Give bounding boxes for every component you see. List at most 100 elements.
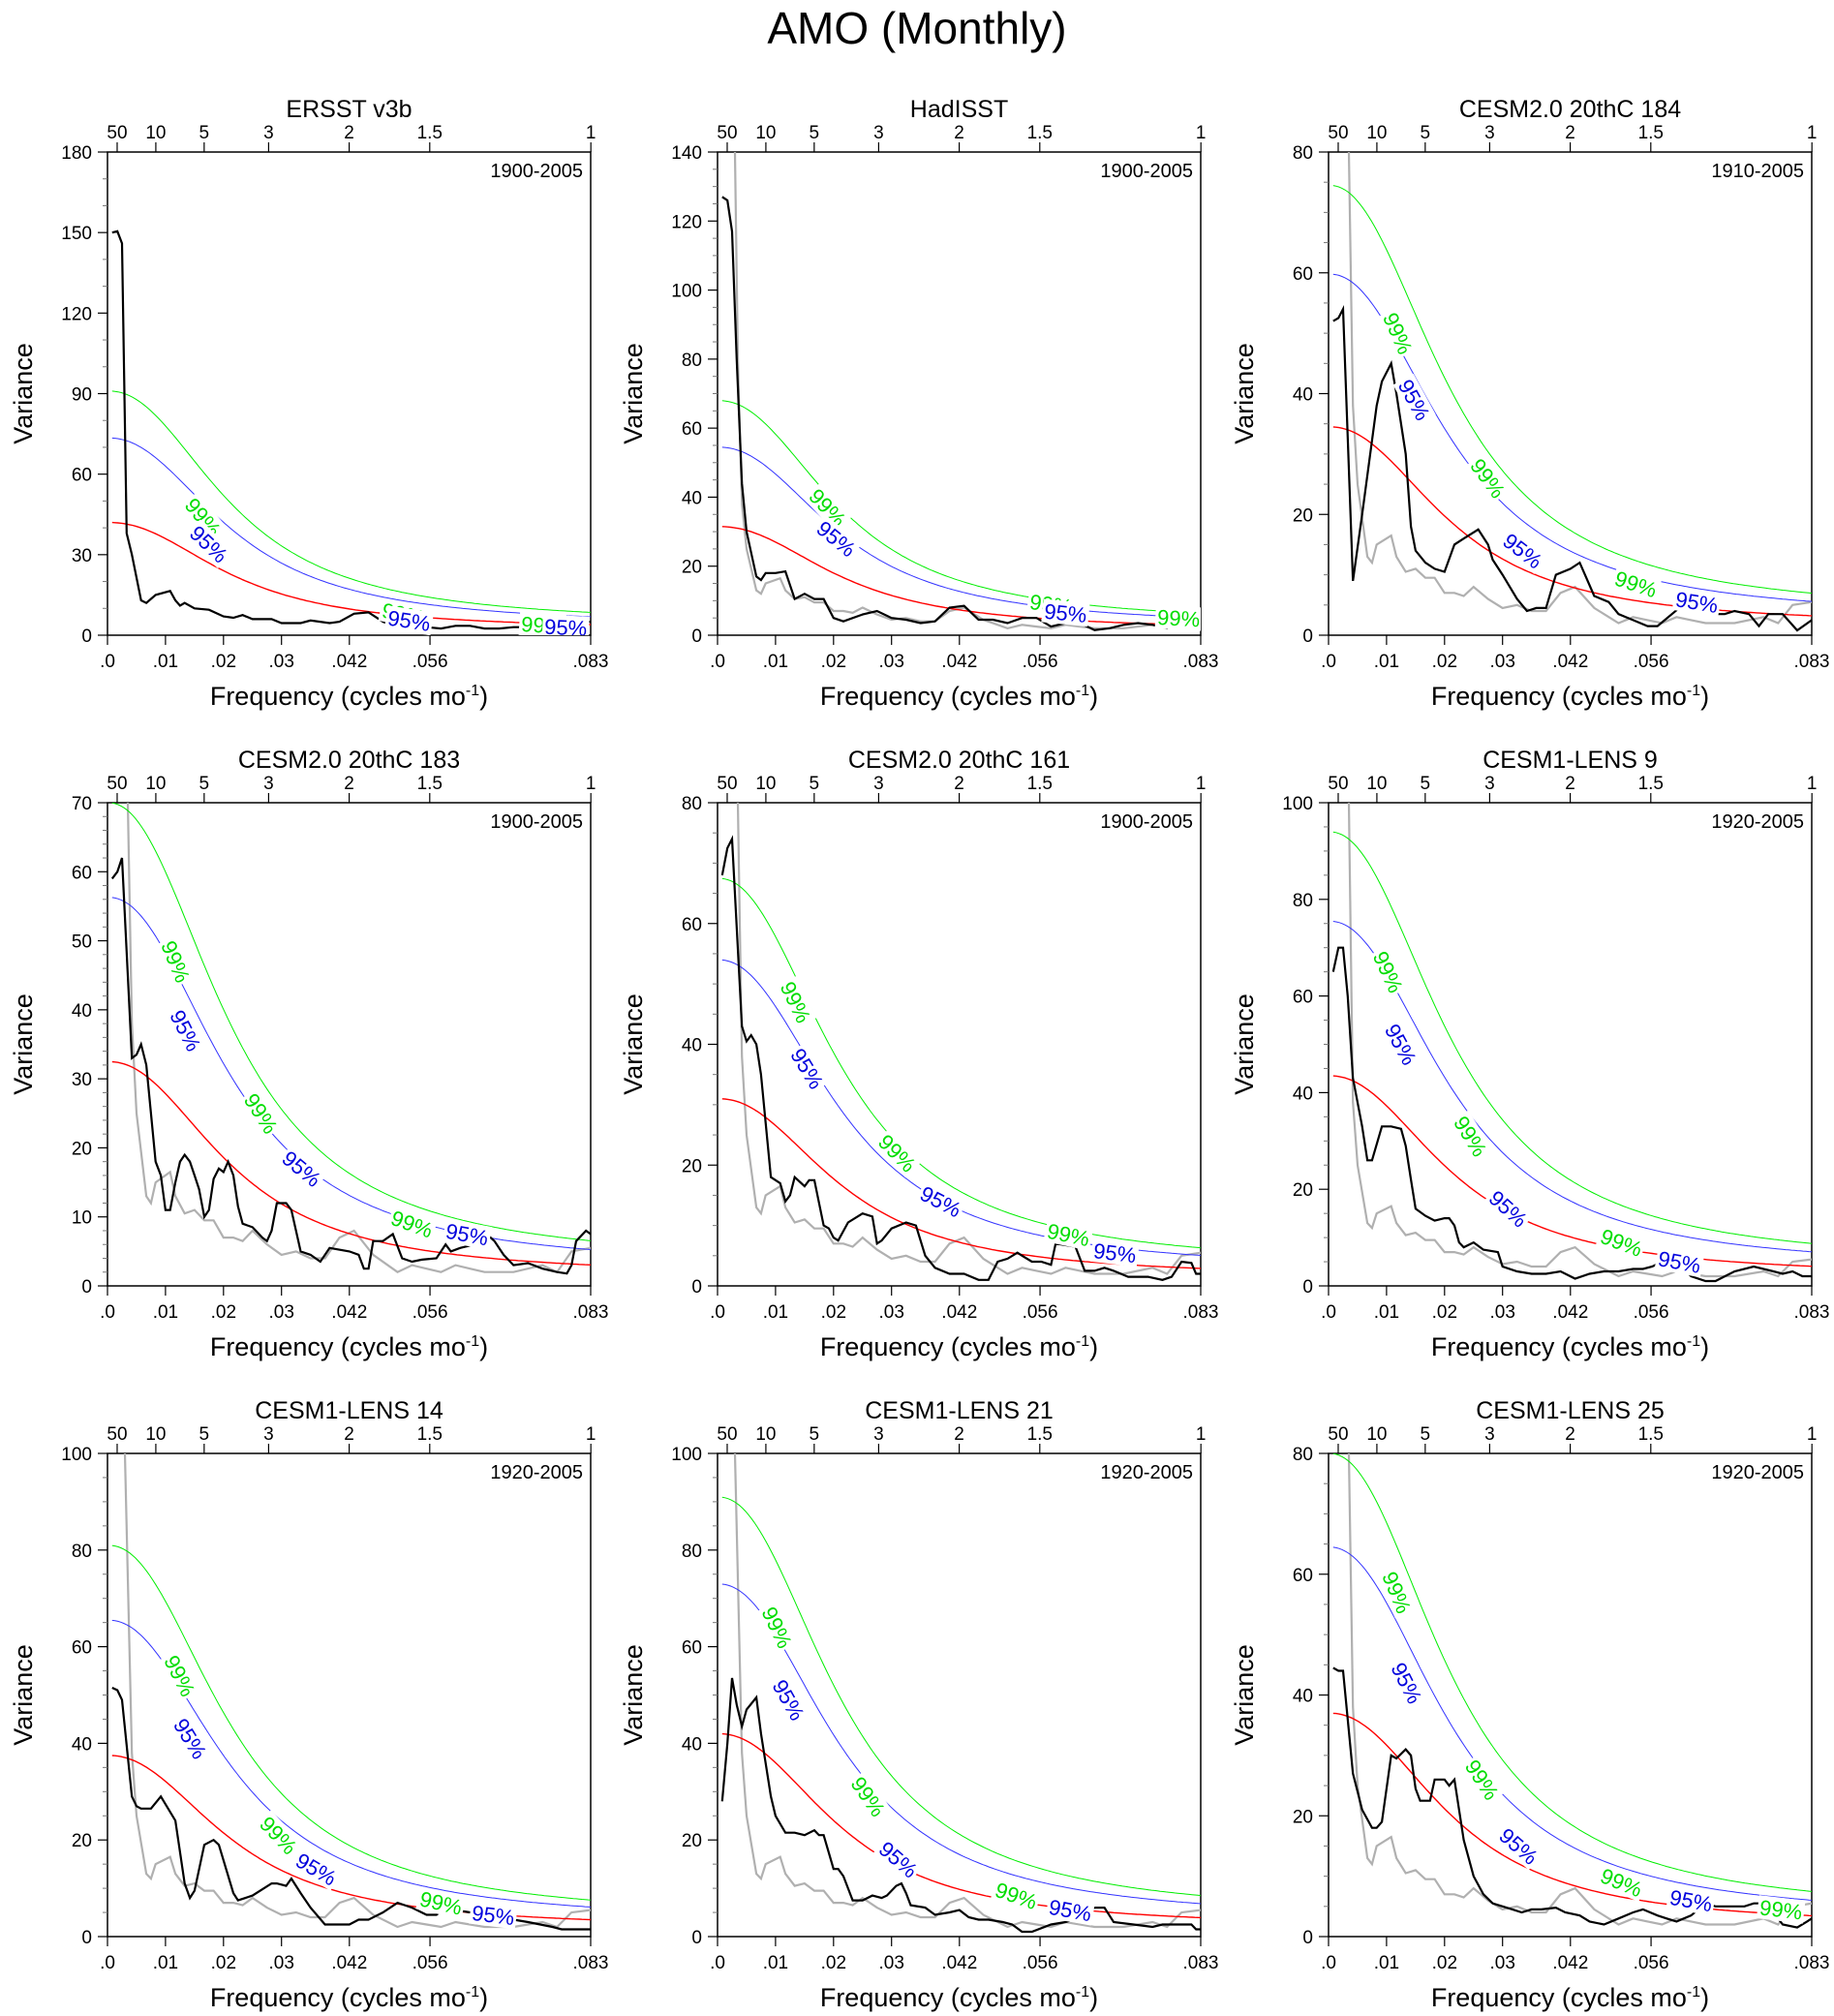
x-tick-label: .02: [1432, 652, 1457, 672]
x-tick-label: .03: [1490, 1953, 1515, 1973]
y-tick-label: 100: [671, 1445, 702, 1465]
y-tick-label: 20: [682, 558, 702, 578]
x-tick-label: .083: [1183, 1302, 1219, 1323]
label-95-bg: [785, 1042, 830, 1095]
period-label: 50: [1328, 123, 1348, 143]
label-99-bg: [1154, 604, 1201, 631]
x-tick-label: .056: [413, 1953, 448, 1973]
x-tick-label: .0: [710, 1953, 725, 1973]
red-noise-line: [1332, 1712, 1812, 1917]
period-label: 10: [145, 1424, 166, 1445]
x-tick-label: .03: [269, 1302, 294, 1323]
period-label: 1: [1807, 123, 1818, 143]
period-label: 1: [586, 774, 596, 794]
y-tick-label: 140: [671, 143, 702, 164]
x-axis-title-sup: -1: [1076, 1984, 1089, 2001]
y-tick-label: 120: [61, 304, 92, 324]
label-99: 99%: [255, 1812, 301, 1859]
plot-frame: [107, 151, 592, 636]
y-axis-title: Variance: [9, 1644, 38, 1746]
x-tick-label: .056: [1023, 1953, 1058, 1973]
x-axis-title: Frequency (cycles mo-1): [1431, 1983, 1709, 2012]
x-tick-label: .01: [1374, 1302, 1399, 1323]
label-95-bg: [1654, 1245, 1705, 1278]
x-tick-label: .083: [1794, 1302, 1830, 1323]
spectrum-line: [1331, 946, 1812, 1283]
y-tick-label: 0: [81, 1277, 92, 1298]
x-axis-title: Frequency (cycles mo-1): [210, 682, 488, 711]
label-99-bg: [845, 1770, 892, 1822]
y-tick-label: 60: [72, 466, 92, 486]
plot-area: 99%99%99%95%95%: [721, 152, 1201, 631]
x-tick-label: .083: [1794, 652, 1830, 672]
x-axis-title-sup: -1: [1687, 683, 1700, 699]
period-annotation: 1920-2005: [1100, 1462, 1193, 1483]
significance-99-line: [721, 1496, 1201, 1897]
x-axis-title-main: Frequency (cycles mo: [210, 682, 466, 711]
label-99-bg: [1378, 307, 1419, 359]
x-axis-title: Frequency (cycles mo-1): [1431, 682, 1709, 711]
x-axis-title-main: Frequency (cycles mo: [820, 682, 1076, 711]
label-99: 99%: [1597, 1224, 1645, 1262]
y-tick-label: 60: [72, 1638, 92, 1659]
x-axis-title: Frequency (cycles mo-1): [1431, 1332, 1709, 1361]
period-label: 50: [1328, 1424, 1348, 1445]
y-tick-label: 20: [72, 1831, 92, 1851]
x-axis-title: Frequency (cycles mo-1): [210, 1983, 488, 2012]
label-99-bg: [156, 935, 196, 988]
period-annotation: 1920-2005: [1711, 1462, 1804, 1483]
plot-area: 99%99%99%95%95%95%: [111, 229, 591, 635]
period-label: 3: [263, 123, 274, 143]
x-axis-title-close: ): [1700, 1983, 1709, 2012]
spectrum-line: [1332, 1666, 1812, 1929]
significance-95-line: [1332, 921, 1812, 1253]
x-axis-title-close: ): [1700, 1332, 1709, 1361]
label-95-bg: [469, 1900, 518, 1930]
label-99-bg: [1595, 1862, 1648, 1902]
label-95-bg: [1666, 1884, 1717, 1916]
x-axis-title-main: Frequency (cycles mo: [1431, 1983, 1687, 2012]
period-label: 1.5: [1638, 123, 1664, 143]
x-tick-label: .02: [211, 1302, 236, 1323]
x-tick-label: .03: [879, 652, 904, 672]
x-axis-title-close: ): [479, 1983, 488, 2012]
red-noise-line: [111, 1060, 591, 1266]
label-95: 95%: [1043, 599, 1087, 627]
period-label: 1.5: [1027, 123, 1053, 143]
period-label: 1: [1196, 123, 1207, 143]
significance-95-line: [721, 446, 1201, 619]
label-99-bg: [1595, 1223, 1648, 1262]
period-label: 50: [1328, 774, 1348, 794]
label-95-bg: [165, 1004, 207, 1057]
y-tick-label: 90: [72, 385, 92, 406]
label-99-bg: [179, 491, 228, 543]
x-tick-label: .042: [331, 652, 367, 672]
reference-spectrum-line: [126, 803, 591, 1274]
x-tick-label: .042: [1552, 1302, 1588, 1323]
y-tick-label: 0: [691, 1277, 702, 1298]
x-axis-title: Frequency (cycles mo-1): [820, 1983, 1098, 2012]
x-axis-title-sup: -1: [466, 683, 479, 699]
x-axis-title-sup: -1: [1687, 1984, 1700, 2001]
x-tick-label: .03: [879, 1302, 904, 1323]
label-99-bg: [159, 1649, 201, 1702]
period-label: 10: [1366, 774, 1387, 794]
y-tick-label: 40: [682, 1036, 702, 1056]
period-label: 10: [1366, 1424, 1387, 1445]
period-annotation: 1900-2005: [490, 161, 583, 182]
period-label: 10: [145, 774, 166, 794]
label-99-bg: [775, 976, 817, 1028]
y-tick-label: 60: [1293, 1566, 1313, 1586]
label-99-bg: [254, 1810, 303, 1860]
y-tick-label: 80: [682, 794, 702, 814]
reference-spectrum-line: [123, 1453, 591, 1929]
y-axis-title: Variance: [619, 343, 648, 444]
label-99-bg: [1756, 1895, 1806, 1924]
label-99: 99%: [1045, 1219, 1091, 1252]
spectrum-line: [111, 229, 591, 630]
period-label: 5: [199, 123, 210, 143]
y-tick-label: 0: [81, 626, 92, 647]
y-tick-label: 30: [72, 546, 92, 566]
x-tick-label: .056: [1634, 1953, 1669, 1973]
y-tick-label: 20: [682, 1156, 702, 1176]
